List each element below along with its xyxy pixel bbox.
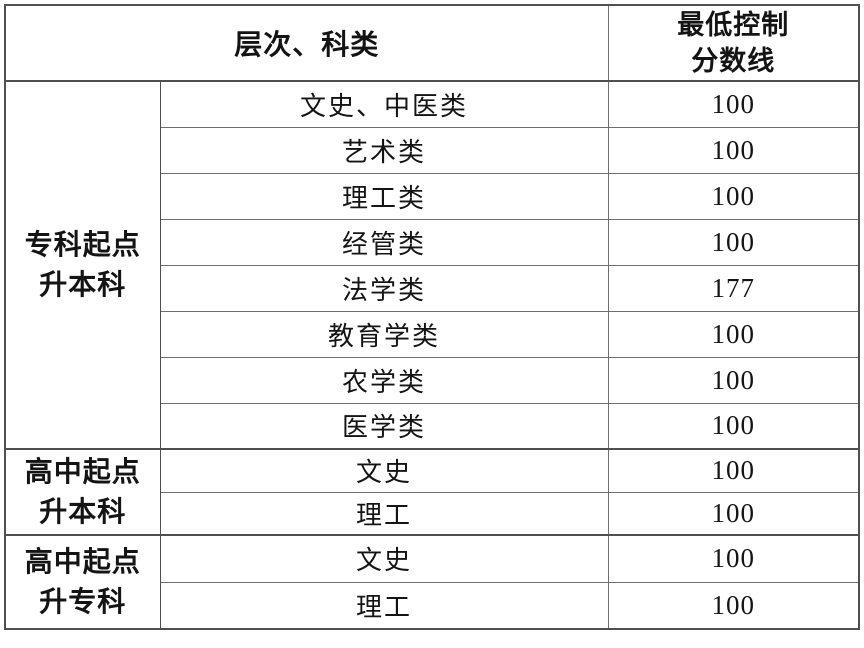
score-cell: 100 (607, 80, 860, 128)
table-row: 教育学类 100 (5, 310, 860, 358)
score-cell: 100 (607, 172, 860, 220)
table-row: 高中起点 升本科 文史 100 (4, 448, 860, 536)
table-row: 专科起点 升本科 文史、中医类 100 (4, 80, 860, 450)
level-label-line2: 升本科 (39, 496, 127, 527)
level-cell-zhuanke-qidian: 专科起点 升本科 (4, 80, 161, 450)
level-label-line2: 升专科 (39, 586, 127, 617)
score-cell: 100 (607, 126, 860, 174)
header-level-category-label: 层次、科类 (234, 29, 380, 60)
score-value: 177 (711, 272, 756, 303)
category-label: 艺术类 (342, 137, 427, 167)
level-label-line2: 升本科 (39, 269, 127, 300)
score-value: 100 (711, 134, 756, 165)
level-cell-gaozhong-zhuanke: 高中起点 升专科 (4, 534, 161, 630)
category-label: 文史、中医类 (300, 91, 469, 121)
admission-score-table: 层次、科类 最低控制 分数线 专科起点 升本科 文史、中医类 100 艺术类 1… (4, 4, 861, 630)
header-level-category-cell: 层次、科类 (4, 4, 609, 82)
table-row: 农学类 100 (5, 356, 860, 404)
score-value: 100 (711, 364, 756, 395)
score-value: 100 (711, 88, 756, 119)
table-row: 医学类 100 (5, 402, 860, 450)
table-row: 高中起点 升专科 文史 100 (4, 534, 860, 630)
score-value: 100 (711, 410, 756, 441)
score-value: 100 (711, 226, 756, 257)
category-cell: 文史 (159, 448, 609, 493)
score-value: 100 (711, 455, 756, 486)
category-cell: 文史、中医类 (159, 80, 609, 128)
score-cell: 100 (607, 581, 860, 630)
header-score-label-line2: 分数线 (691, 46, 776, 76)
score-value: 100 (711, 318, 756, 349)
category-cell: 经管类 (159, 218, 609, 266)
category-label: 法学类 (342, 275, 427, 305)
category-label: 理工类 (342, 183, 427, 213)
level-label-line1: 高中起点 (24, 546, 141, 577)
category-cell: 理工类 (159, 172, 609, 220)
score-cell: 100 (607, 448, 860, 493)
header-score-label-line1: 最低控制 (677, 10, 790, 40)
category-cell: 理工 (159, 581, 609, 630)
table-row: 理工 100 (5, 491, 860, 536)
level-cell-gaozhong-benke: 高中起点 升本科 (4, 448, 161, 536)
category-cell: 农学类 (159, 356, 609, 404)
category-cell: 法学类 (159, 264, 609, 312)
score-value: 100 (711, 543, 756, 574)
category-cell: 教育学类 (159, 310, 609, 358)
score-cell: 100 (607, 402, 860, 450)
score-value: 100 (711, 180, 756, 211)
header-score-cell: 最低控制 分数线 (607, 4, 860, 82)
score-value: 100 (711, 497, 756, 528)
table-header-row: 层次、科类 最低控制 分数线 (4, 4, 860, 82)
category-label: 理工 (356, 500, 413, 530)
category-label: 经管类 (342, 229, 427, 259)
category-label: 教育学类 (328, 321, 441, 351)
category-label: 理工 (356, 592, 413, 622)
score-cell: 100 (607, 491, 860, 536)
level-label-line1: 专科起点 (24, 229, 141, 260)
category-label: 农学类 (342, 367, 427, 397)
category-label: 文史 (356, 546, 413, 576)
table-row: 理工 100 (5, 581, 860, 630)
score-value: 100 (711, 589, 756, 620)
category-label: 医学类 (342, 413, 427, 443)
category-cell: 艺术类 (159, 126, 609, 174)
score-cell: 100 (607, 356, 860, 404)
score-cell: 100 (607, 218, 860, 266)
category-label: 文史 (356, 458, 413, 488)
category-cell: 医学类 (159, 402, 609, 450)
category-cell: 理工 (159, 491, 609, 536)
score-cell: 100 (607, 534, 860, 583)
category-cell: 文史 (159, 534, 609, 583)
score-cell: 100 (607, 310, 860, 358)
score-cell: 177 (607, 264, 860, 312)
table-row: 艺术类 100 (5, 126, 860, 174)
level-label-line1: 高中起点 (24, 456, 141, 487)
